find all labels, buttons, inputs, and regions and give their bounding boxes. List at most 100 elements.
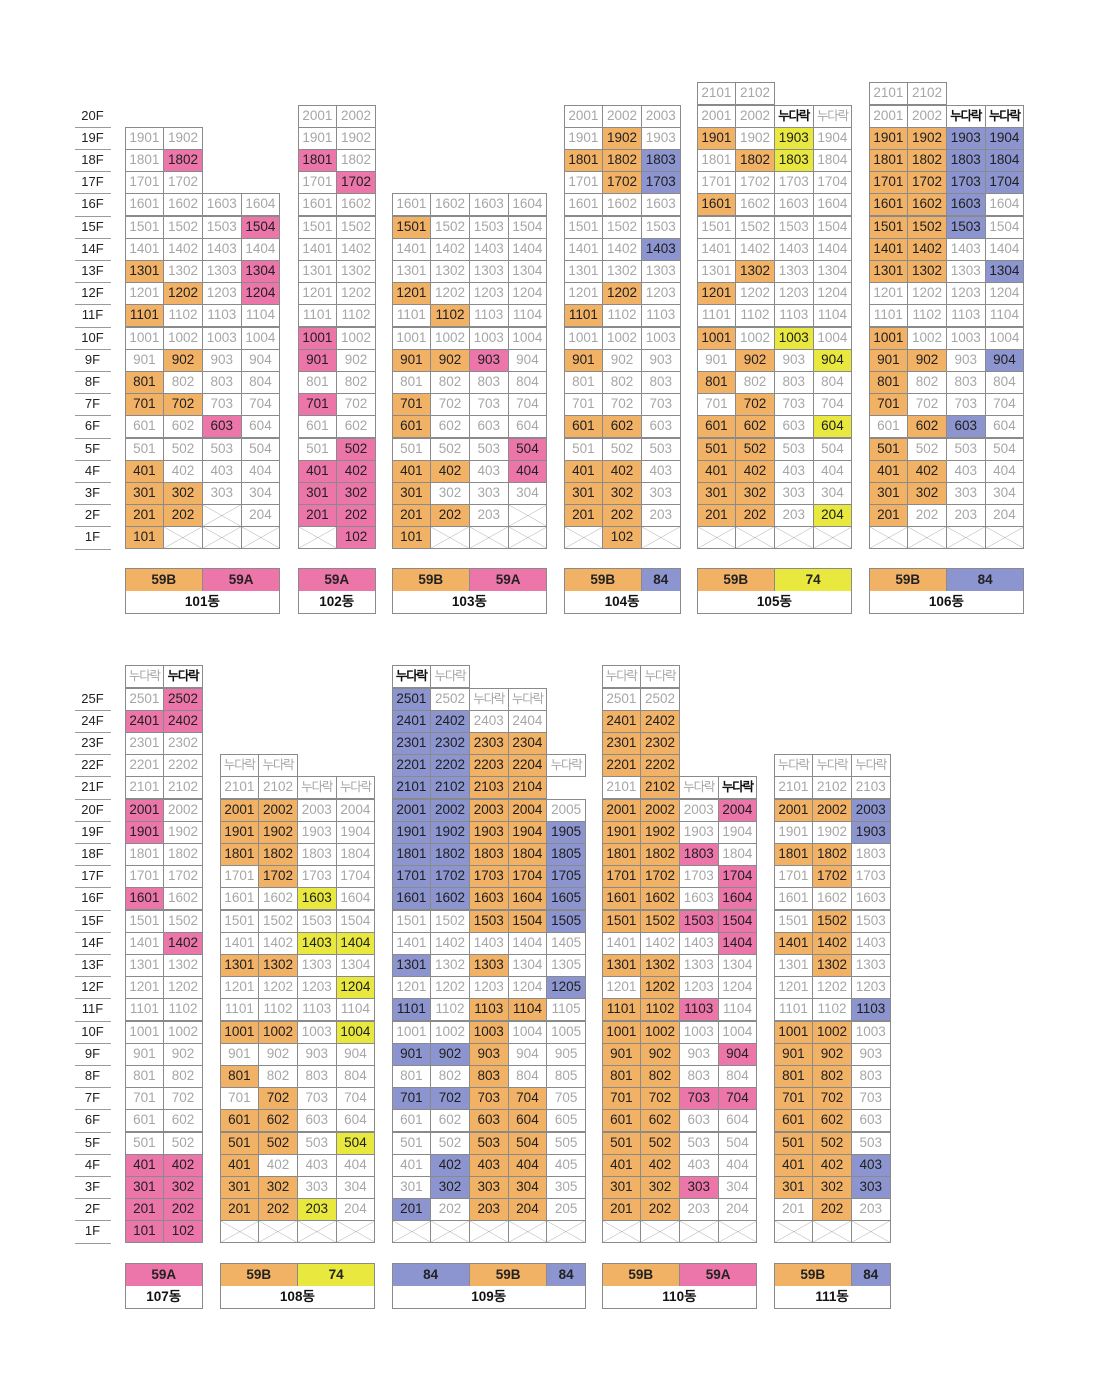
unit-cell[interactable]: 1904 xyxy=(335,820,376,844)
unit-cell[interactable]: 504 xyxy=(717,1131,758,1155)
unit-cell[interactable]: 1703 xyxy=(296,865,337,889)
unit-cell[interactable]: 1002 xyxy=(163,1020,203,1044)
unit-cell[interactable]: 604 xyxy=(717,1109,758,1133)
unit-cell[interactable]: 1802 xyxy=(163,842,203,867)
unit-cell[interactable]: 603 xyxy=(773,415,814,439)
unit-cell[interactable]: 2101 xyxy=(868,82,909,106)
unit-cell[interactable]: 1602 xyxy=(163,193,203,217)
unit-cell[interactable]: 804 xyxy=(507,1064,548,1089)
unit-cell[interactable]: 404 xyxy=(507,1153,548,1177)
unit-cell[interactable]: 1401 xyxy=(219,931,260,955)
unit-cell[interactable]: 1803 xyxy=(296,842,337,867)
unit-cell[interactable]: 2003 xyxy=(296,798,337,822)
unit-cell[interactable]: 1104 xyxy=(984,304,1025,328)
unit-cell[interactable]: 1802 xyxy=(907,148,947,173)
unit-cell[interactable]: 1002 xyxy=(163,326,203,350)
unit-cell[interactable]: 201 xyxy=(773,1198,814,1222)
unit-cell[interactable]: 802 xyxy=(602,370,642,395)
unit-cell[interactable]: 1501 xyxy=(124,215,165,239)
unit-cell[interactable]: 503 xyxy=(945,437,986,461)
unit-cell[interactable]: 402 xyxy=(430,459,470,483)
unit-cell[interactable]: 402 xyxy=(812,1153,852,1177)
unit-cell[interactable]: 705 xyxy=(546,1087,586,1111)
unit-cell[interactable]: 202 xyxy=(430,504,470,528)
unit-cell[interactable]: 401 xyxy=(391,1153,432,1177)
unit-cell[interactable]: 801 xyxy=(773,1064,814,1089)
unit-cell[interactable]: 602 xyxy=(430,1109,470,1133)
unit-cell[interactable]: 204 xyxy=(507,1198,548,1222)
unit-cell[interactable]: 1202 xyxy=(602,282,642,306)
unit-cell[interactable]: 1103 xyxy=(468,998,509,1022)
unit-cell[interactable]: 1802 xyxy=(640,842,680,867)
unit-cell[interactable]: 1204 xyxy=(240,282,281,306)
unit-cell[interactable]: 1102 xyxy=(602,304,642,328)
unit-cell[interactable]: 1703 xyxy=(468,865,509,889)
unit-cell[interactable]: 1702 xyxy=(812,865,852,889)
unit-cell[interactable]: 1103 xyxy=(850,998,891,1022)
unit-cell[interactable]: 1702 xyxy=(430,865,470,889)
unit-cell[interactable]: 1204 xyxy=(507,282,548,306)
unit-cell[interactable]: 202 xyxy=(430,1198,470,1222)
unit-cell[interactable]: 1304 xyxy=(507,953,548,978)
unit-cell[interactable]: 1303 xyxy=(296,953,337,978)
unit-cell[interactable]: 701 xyxy=(773,1087,814,1111)
unit-cell[interactable]: 1202 xyxy=(163,282,203,306)
unit-cell[interactable]: 1901 xyxy=(773,820,814,844)
unit-cell[interactable]: 603 xyxy=(296,1109,337,1133)
unit-cell[interactable]: 401 xyxy=(124,1153,165,1177)
unit-cell[interactable]: 202 xyxy=(735,504,775,528)
unit-cell[interactable]: 1202 xyxy=(812,976,852,1000)
unit-cell[interactable]: 402 xyxy=(336,459,376,483)
unit-cell[interactable]: 2101 xyxy=(391,776,432,800)
unit-cell[interactable]: 1801 xyxy=(601,842,642,867)
unit-cell[interactable]: 803 xyxy=(468,370,509,395)
unit-cell[interactable]: 401 xyxy=(391,459,432,483)
unit-cell[interactable]: 1702 xyxy=(735,171,775,195)
unit-cell[interactable]: 1202 xyxy=(430,976,470,1000)
unit-cell[interactable]: 903 xyxy=(945,348,986,372)
unit-cell[interactable]: 602 xyxy=(163,415,203,439)
unit-cell[interactable]: 1302 xyxy=(336,259,376,284)
unit-cell[interactable]: 1801 xyxy=(563,148,604,173)
unit-cell[interactable]: 802 xyxy=(430,1064,470,1089)
unit-cell[interactable]: 801 xyxy=(297,370,338,395)
unit-cell[interactable]: 102 xyxy=(602,526,642,550)
unit-cell[interactable]: 904 xyxy=(717,1042,758,1066)
unit-cell[interactable]: 1501 xyxy=(773,909,814,933)
unit-cell[interactable]: 1603 xyxy=(468,887,509,911)
unit-cell[interactable]: 901 xyxy=(124,1042,165,1066)
unit-cell[interactable]: 401 xyxy=(219,1153,260,1177)
unit-cell[interactable]: 2202 xyxy=(430,754,470,778)
unit-cell[interactable]: 601 xyxy=(124,1109,165,1133)
unit-cell[interactable]: 204 xyxy=(717,1198,758,1222)
unit-cell[interactable]: 704 xyxy=(812,393,853,417)
unit-cell[interactable]: 1702 xyxy=(163,171,203,195)
unit-cell[interactable]: 503 xyxy=(468,437,509,461)
unit-cell[interactable]: 602 xyxy=(430,415,470,439)
unit-cell[interactable]: 1402 xyxy=(430,237,470,261)
unit-cell[interactable]: 2001 xyxy=(297,104,338,128)
unit-cell[interactable]: 1702 xyxy=(258,865,298,889)
unit-cell[interactable]: 2001 xyxy=(773,798,814,822)
unit-cell[interactable]: 501 xyxy=(696,437,737,461)
unit-cell[interactable]: 301 xyxy=(563,481,604,506)
unit-cell[interactable]: 1504 xyxy=(335,909,376,933)
unit-cell[interactable]: 804 xyxy=(507,370,548,395)
unit-cell[interactable]: 501 xyxy=(773,1131,814,1155)
unit-cell[interactable]: 2004 xyxy=(335,798,376,822)
unit-cell[interactable]: 2401 xyxy=(124,709,165,733)
unit-cell[interactable]: 1701 xyxy=(868,171,909,195)
unit-cell[interactable]: 1804 xyxy=(717,842,758,867)
unit-cell[interactable]: 2002 xyxy=(640,798,680,822)
unit-cell[interactable]: 1703 xyxy=(945,171,986,195)
unit-cell[interactable]: 704 xyxy=(717,1087,758,1111)
unit-cell[interactable]: 703 xyxy=(640,393,681,417)
unit-cell[interactable]: 1403 xyxy=(640,237,681,261)
unit-cell[interactable]: 1201 xyxy=(773,976,814,1000)
unit-cell[interactable]: 2303 xyxy=(468,731,509,756)
unit-cell[interactable]: 201 xyxy=(601,1198,642,1222)
unit-cell[interactable]: 1102 xyxy=(430,304,470,328)
unit-cell[interactable]: 204 xyxy=(984,504,1025,528)
unit-cell[interactable]: 1503 xyxy=(201,215,242,239)
unit-cell[interactable]: 503 xyxy=(640,437,681,461)
